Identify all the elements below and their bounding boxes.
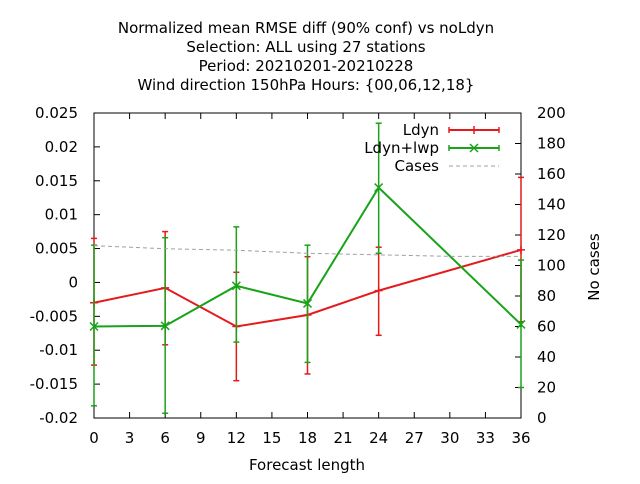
x-tick-label: 30: [440, 429, 459, 447]
legend-item-cases: Cases: [394, 157, 499, 175]
legend-item-ldyn-lwp-label: Ldyn+lwp: [364, 139, 439, 157]
y2-tick-label: 200: [537, 104, 566, 122]
x-tick-label: 24: [369, 429, 388, 447]
series-layer: [89, 122, 526, 415]
y-tick-label: -0.02: [39, 409, 78, 427]
series-ldyn-lwp-point: [89, 321, 99, 332]
series-ldyn-lwp-line: [93, 185, 522, 328]
legend-item-cases-label: Cases: [394, 157, 439, 175]
y-tick-label: -0.015: [30, 375, 78, 393]
series-ldyn-point: [374, 286, 383, 295]
legend-item-ldyn-lwp: Ldyn+lwp: [364, 139, 500, 157]
series-ldyn-lwp-point: [160, 321, 170, 331]
title-line-1: Normalized mean RMSE diff (90% conf) vs …: [118, 19, 494, 37]
y2-axis-label: No cases: [585, 233, 603, 301]
series-ldyn-lwp-point: [516, 319, 526, 329]
y2-tick-label: 120: [537, 226, 566, 244]
y2-tick-label: 20: [537, 379, 556, 397]
x-tick-label: 3: [125, 429, 135, 447]
y-tick-label: 0.02: [45, 138, 78, 156]
series-ldyn-lwp: [89, 122, 526, 415]
x-tick-label: 18: [298, 429, 317, 447]
y-tick-label: 0.005: [35, 240, 78, 258]
y2-tick-label: 140: [537, 196, 566, 214]
y2-tick-label: 40: [537, 348, 556, 366]
series-cases: [93, 245, 521, 257]
series-ldyn-lwp-point: [302, 298, 313, 308]
legend-item-ldyn-label: Ldyn: [403, 121, 439, 139]
y2-tick-label: 0: [537, 409, 547, 427]
y-tick-label: -0.01: [39, 341, 78, 359]
y2-tick-label: 180: [537, 135, 566, 153]
y-tick-label: -0.005: [30, 307, 78, 325]
x-tick-label: 12: [227, 429, 246, 447]
legend-item-ldyn: Ldyn: [403, 121, 500, 139]
y2-tick-label: 80: [537, 287, 556, 305]
series-ldyn-lwp-point: [231, 281, 241, 291]
x-tick-label: 21: [334, 429, 353, 447]
x-tick-label: 36: [511, 429, 530, 447]
series-cases-line: [93, 245, 521, 257]
series-ldyn-line: [93, 248, 522, 328]
y-axis-left: -0.02 -0.015 -0.01 -0.005 0 0.005 0.01 0.015 0.0…: [30, 104, 100, 427]
y2-tick-label: 60: [537, 318, 556, 336]
x-axis: 0 3 6 9 12 15 18 21 24 27 30 33 36: [89, 113, 531, 447]
x-tick-label: 9: [196, 429, 206, 447]
title-line-4: Wind direction 150hPa Hours: {00,06,12,1…: [138, 76, 475, 94]
x-tick-label: 27: [405, 429, 424, 447]
title-line-3: Period: 20210201-20210228: [199, 57, 414, 75]
legend-item-ldyn-marker: [470, 126, 478, 134]
y-tick-label: 0: [68, 273, 78, 291]
y-tick-label: 0.015: [35, 172, 78, 190]
series-ldyn-point: [517, 245, 525, 254]
y2-tick-label: 100: [537, 257, 566, 275]
x-tick-label: 6: [160, 429, 170, 447]
y2-tick-label: 160: [537, 165, 566, 183]
x-tick-label: 15: [262, 429, 281, 447]
y-tick-label: 0.01: [45, 206, 78, 224]
series-ldyn-lwp-point: [374, 183, 384, 193]
y-tick-label: 0.025: [35, 104, 78, 122]
x-tick-label: 33: [476, 429, 495, 447]
chart-title: Normalized mean RMSE diff (90% conf) vs …: [118, 19, 494, 94]
x-axis-label: Forecast length: [249, 456, 365, 474]
x-tick-label: 0: [89, 429, 99, 447]
y-axis-right: 0 20 40 60 80 100 120 140 160 180 200: [515, 104, 566, 427]
legend-item-ldyn-lwp-marker: [469, 143, 479, 153]
title-line-2: Selection: ALL using 27 stations: [186, 38, 425, 56]
